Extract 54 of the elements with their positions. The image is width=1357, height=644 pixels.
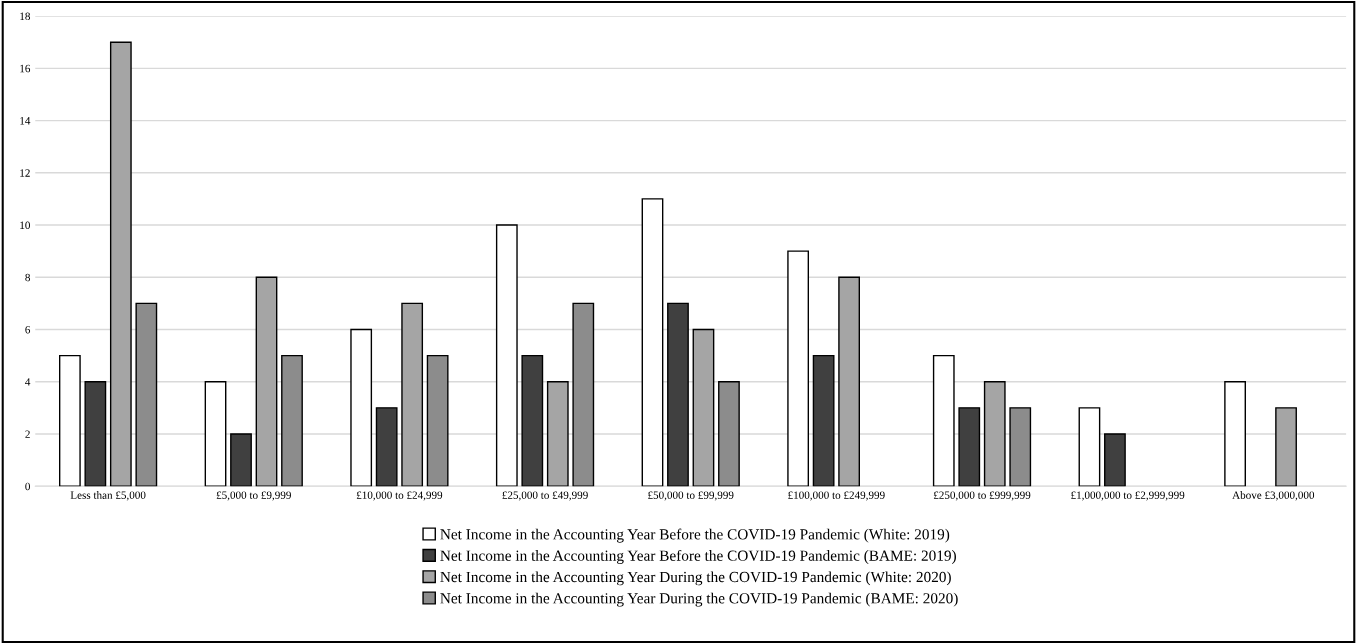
x-tick-label: £5,000 to £9,999 [216,491,291,501]
x-tick-label: £250,000 to £999,999 [933,491,1031,501]
y-tick-label: 8 [25,273,30,282]
bar [58,354,81,487]
y-tick-label: 12 [20,169,30,177]
bar [546,381,569,487]
y-tick-label: 6 [25,326,31,334]
bar [1009,407,1032,487]
y-tick-label: 14 [20,117,31,125]
bar [692,328,715,487]
bar [1104,433,1126,487]
bar [350,328,373,487]
x-tick-label: £25,000 to £49,999 [502,491,588,501]
legend-label: Net Income in the Accounting Year During the COVID-19 Pandemic (White: 2020) [440,571,951,586]
bar [375,407,398,487]
y-tick-label: 10 [20,221,30,230]
bar [426,354,449,487]
bar [1275,407,1297,487]
y-tick-label: 0 [25,482,30,491]
legend-label: Net Income in the Accounting Year During the COVID-19 Pandemic (BAME: 2020) [440,592,958,607]
x-tick-label: £1,000,000 to £2,999,999 [1071,491,1185,501]
bar [230,433,252,487]
bar [401,302,424,487]
x-tick-label: £50,000 to £99,999 [648,491,734,501]
bar [718,381,740,487]
y-tick-label: 18 [20,12,30,21]
bar [838,276,860,487]
legend-label: Net Income in the Accounting Year Before the COVID-19 Pandemic (White: 2019) [440,528,950,543]
bar [135,302,158,487]
y-tick-label: 2 [25,430,30,438]
bar [109,41,132,487]
bar [521,354,544,487]
x-tick-label: £10,000 to £24,999 [356,491,443,501]
bar [572,302,595,487]
x-tick-label: Less than £5,000 [70,491,146,501]
y-tick-label: 16 [20,64,31,73]
bar [812,354,835,487]
bar [667,302,689,487]
bar [787,250,810,487]
x-tick-label: Above £3,000,000 [1232,491,1315,501]
bar [958,407,981,487]
bar [84,381,107,487]
bar [1078,407,1101,487]
x-tick-label: £100,000 to £249,999 [788,491,885,501]
bar [255,276,278,487]
bar [641,198,664,487]
bar [204,381,227,487]
bar [983,381,1006,487]
y-tick-label: 4 [25,378,31,386]
bar [932,354,955,487]
bar [495,224,518,487]
bar [1224,381,1246,487]
legend-label: Net Income in the Accounting Year Before the COVID-19 Pandemic (BAME: 2019) [440,549,956,564]
bar [281,354,303,487]
